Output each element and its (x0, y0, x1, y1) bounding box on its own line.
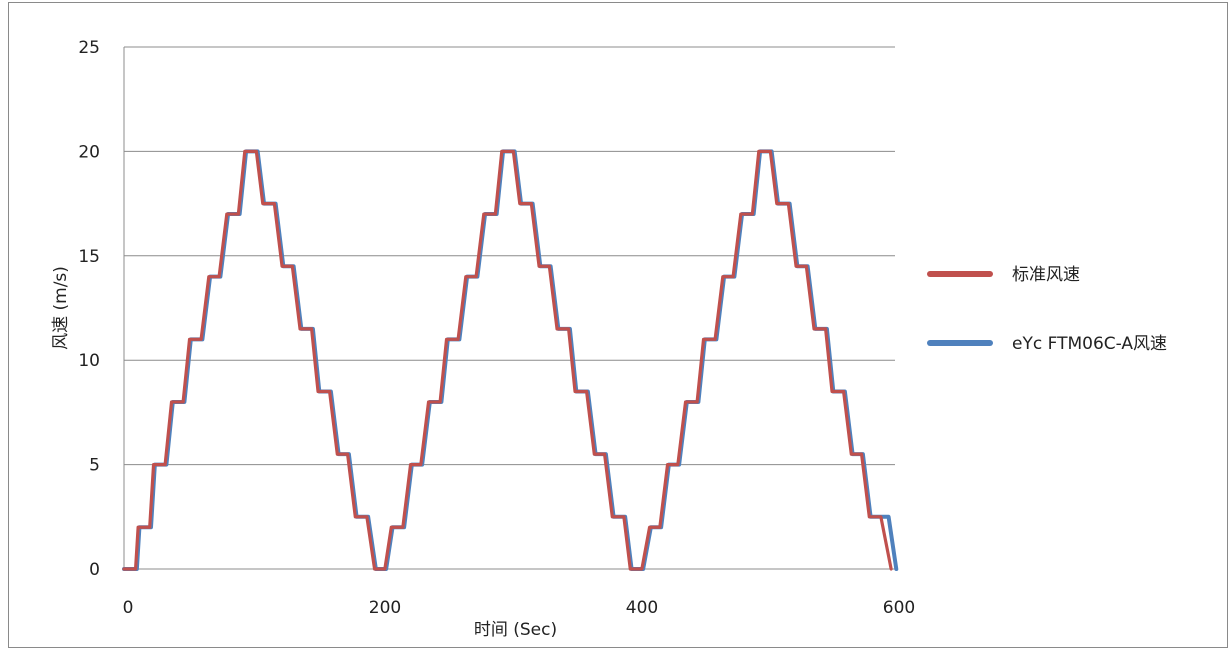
chart-frame (8, 2, 1228, 648)
x-tick-label: 600 (883, 598, 915, 618)
series-lines (122, 149, 899, 571)
legend-label-eyc: eYc FTM06C-A风速 (1012, 334, 1167, 354)
y-tick-label: 10 (78, 351, 100, 371)
y-axis-title: 风速 (m/s) (51, 266, 71, 350)
legend: 标准风速 eYc FTM06C-A风速 (927, 265, 1167, 354)
x-axis-title: 时间 (Sec) (474, 620, 557, 640)
tick-labels: 0 5 10 15 20 25 0 200 400 600 (78, 38, 915, 618)
x-tick-label: 400 (626, 598, 658, 618)
legend-label-standard: 标准风速 (1012, 265, 1080, 285)
y-tick-label: 25 (78, 38, 100, 58)
series-line-standard (122, 149, 893, 571)
y-tick-label: 5 (89, 456, 100, 476)
y-tick-label: 0 (89, 560, 100, 580)
x-tick-label: 200 (369, 598, 401, 618)
x-tick-label: 0 (123, 598, 134, 618)
grid-lines (124, 46, 895, 570)
y-tick-label: 20 (78, 142, 100, 162)
y-tick-label: 15 (78, 247, 100, 267)
